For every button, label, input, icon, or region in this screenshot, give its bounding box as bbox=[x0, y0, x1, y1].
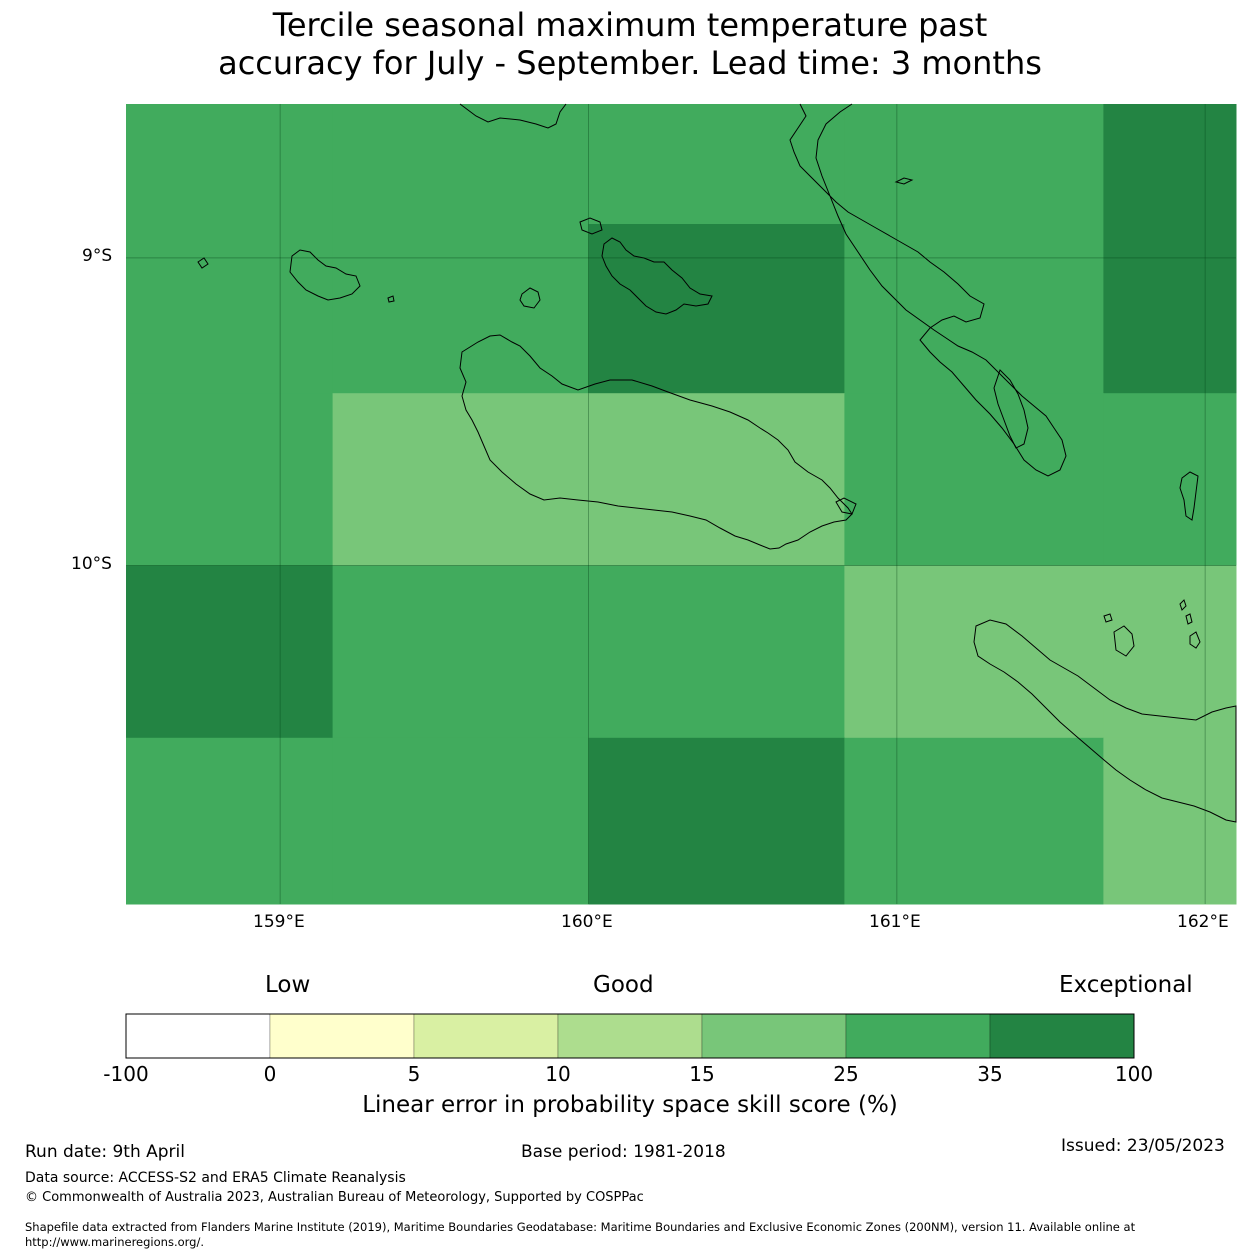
colorbar-tick: 5 bbox=[407, 1062, 421, 1086]
colorbar-tick: 100 bbox=[1114, 1062, 1154, 1086]
coastline-north-top bbox=[459, 103, 567, 129]
colorbar-tick: 35 bbox=[977, 1062, 1003, 1086]
skill-grid bbox=[126, 104, 1237, 905]
grid-cell bbox=[126, 104, 334, 225]
lon-label-159e: 159°E bbox=[253, 912, 305, 932]
grid-cell bbox=[332, 737, 589, 905]
coastline-small-island-4 bbox=[1103, 613, 1113, 623]
coastline-small-island-7 bbox=[1189, 631, 1201, 649]
grid-cell bbox=[844, 737, 1104, 905]
grid-cell bbox=[844, 104, 1104, 225]
colorbar-swatch bbox=[125, 1013, 271, 1059]
colorbar bbox=[125, 1013, 1135, 1059]
grid-cell bbox=[1103, 224, 1237, 394]
colorbar-swatch bbox=[701, 1013, 847, 1059]
copyright: © Commonwealth of Australia 2023, Austra… bbox=[25, 1190, 644, 1205]
grid-cell bbox=[588, 224, 845, 394]
grid-cell bbox=[332, 565, 589, 739]
grid-cell bbox=[332, 393, 589, 566]
coastlines bbox=[197, 103, 1237, 823]
grid-cell bbox=[1103, 393, 1237, 566]
map-title-line-2: accuracy for July - September. Lead time… bbox=[218, 44, 1042, 82]
shapefile-credit-line-1: Shapefile data extracted from Flanders M… bbox=[25, 1220, 1136, 1234]
coastline-guadalcanal bbox=[459, 334, 853, 550]
colorbar-category-exceptional: Exceptional bbox=[1059, 972, 1193, 998]
lon-label-160e: 160°E bbox=[561, 912, 613, 932]
colorbar-swatch bbox=[269, 1013, 415, 1059]
lon-label-161e: 161°E bbox=[869, 912, 921, 932]
lat-label-10s: 10°S bbox=[71, 554, 112, 574]
coastline-small-island-2 bbox=[197, 257, 209, 269]
base-period: Base period: 1981-2018 bbox=[521, 1142, 726, 1162]
grid-cell bbox=[844, 224, 1104, 394]
colorbar-swatch bbox=[413, 1013, 559, 1059]
grid-cell bbox=[126, 224, 334, 394]
colorbar-tick: 25 bbox=[833, 1062, 859, 1086]
colorbar-tick: -100 bbox=[103, 1062, 149, 1086]
lon-label-162e: 162°E bbox=[1177, 912, 1229, 932]
lat-label-9s: 9°S bbox=[82, 246, 113, 266]
colorbar-category-good: Good bbox=[593, 972, 654, 998]
coastline-small-island-5 bbox=[1179, 599, 1187, 611]
coastline-small-island-10 bbox=[835, 497, 857, 515]
gridlines bbox=[126, 104, 1236, 904]
colorbar-tick: 10 bbox=[545, 1062, 571, 1086]
run-date: Run date: 9th April bbox=[25, 1142, 185, 1162]
grid-cell bbox=[126, 393, 334, 566]
grid-cell bbox=[844, 393, 1104, 566]
coastline-small-island-3 bbox=[387, 295, 395, 303]
grid-cell bbox=[588, 393, 845, 566]
coastline-russell-islands bbox=[289, 249, 361, 301]
grid-cell bbox=[588, 565, 845, 739]
grid-cell bbox=[332, 104, 589, 225]
colorbar-swatch bbox=[989, 1013, 1135, 1059]
grid-cell bbox=[588, 737, 845, 905]
colorbar-category-low: Low bbox=[265, 972, 311, 998]
colorbar-tick: 0 bbox=[263, 1062, 277, 1086]
grid-cell bbox=[126, 565, 334, 739]
grid-cell bbox=[1103, 104, 1237, 225]
grid-cell bbox=[332, 224, 589, 394]
coastline-makira bbox=[973, 619, 1237, 823]
grid-cell bbox=[588, 104, 845, 225]
issued-date: Issued: 23/05/2023 bbox=[1061, 1136, 1225, 1156]
grid-cell bbox=[844, 565, 1104, 739]
coastline-malaita bbox=[789, 103, 1067, 477]
coastline-small-island-1 bbox=[579, 217, 603, 235]
coastline-florida-islands bbox=[601, 237, 713, 315]
colorbar-axis-label: Linear error in probability space skill … bbox=[362, 1092, 898, 1118]
grid-cell bbox=[1103, 565, 1237, 739]
colorbar-swatch bbox=[845, 1013, 991, 1059]
grid-cell bbox=[1103, 737, 1237, 905]
grid-cell bbox=[126, 737, 334, 905]
coastline-small-island-9 bbox=[894, 177, 914, 185]
map-title-line-1: Tercile seasonal maximum temperature pas… bbox=[272, 6, 988, 44]
colorbar-frame bbox=[125, 1013, 1135, 1059]
coastline-small-malaita bbox=[993, 369, 1029, 449]
colorbar-tick: 15 bbox=[689, 1062, 715, 1086]
coastline-savo-island bbox=[519, 287, 541, 309]
data-source: Data source: ACCESS-S2 and ERA5 Climate … bbox=[25, 1170, 406, 1186]
coastline-small-island-6 bbox=[1185, 613, 1193, 625]
shapefile-credit-line-2: http://www.marineregions.org/. bbox=[25, 1235, 204, 1249]
coastline-small-island-8 bbox=[1179, 471, 1199, 521]
colorbar-swatch bbox=[557, 1013, 703, 1059]
coastline-ulawa-island bbox=[1113, 625, 1135, 657]
